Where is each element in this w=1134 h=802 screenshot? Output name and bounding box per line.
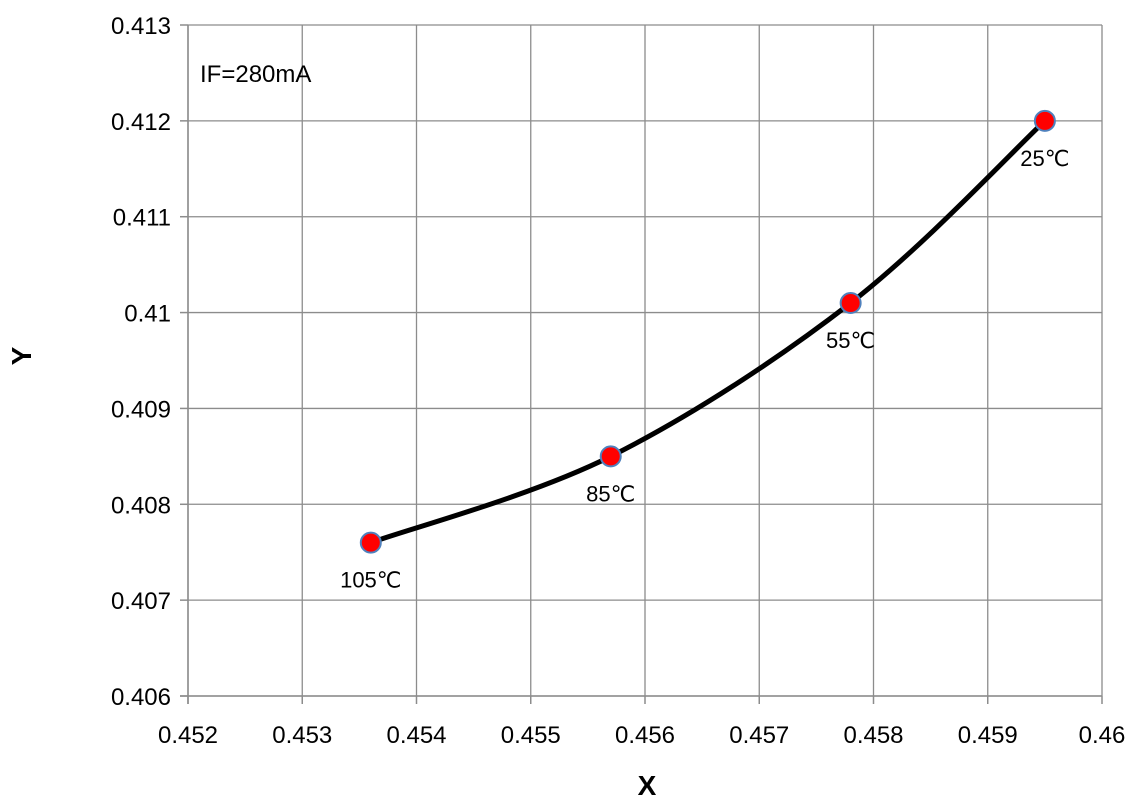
data-point-label: 25℃ bbox=[1020, 146, 1069, 171]
grid bbox=[187, 24, 1103, 697]
x-tick-label: 0.453 bbox=[272, 722, 332, 749]
x-tick-label: 0.458 bbox=[843, 722, 903, 749]
data-point bbox=[839, 291, 862, 314]
x-tick-label: 0.452 bbox=[158, 722, 218, 749]
data-point bbox=[599, 445, 622, 468]
x-tick-label: 0.455 bbox=[501, 722, 561, 749]
series bbox=[359, 109, 1056, 554]
tick-labels: 0.452 0.453 0.454 0.455 0.456 0.457 0.458 0.459… bbox=[111, 13, 1125, 749]
y-tick-label: 0.41 bbox=[124, 301, 171, 328]
y-tick-label: 0.409 bbox=[111, 396, 171, 423]
data-point bbox=[359, 531, 382, 554]
x-tick-label: 0.457 bbox=[729, 722, 789, 749]
y-tick-label: 0.406 bbox=[111, 684, 171, 711]
y-tick-label: 0.407 bbox=[111, 588, 171, 615]
y-tick-label: 0.408 bbox=[111, 492, 171, 519]
data-point-label: 105℃ bbox=[340, 568, 401, 593]
point-labels: 105℃ 85℃ 55℃ 25℃ bbox=[340, 146, 1069, 593]
series-line bbox=[368, 118, 1048, 546]
x-tick-label: 0.456 bbox=[615, 722, 675, 749]
x-tick-label: 0.46 bbox=[1079, 722, 1126, 749]
x-tick-label: 0.454 bbox=[386, 722, 446, 749]
data-point bbox=[1033, 109, 1056, 132]
data-point-label: 85℃ bbox=[586, 481, 635, 506]
annotation-text: IF=280mA bbox=[200, 61, 311, 88]
data-point-label: 55℃ bbox=[826, 328, 875, 353]
y-tick-label: 0.411 bbox=[113, 205, 171, 232]
axes bbox=[180, 24, 1103, 704]
x-axis-title: X bbox=[638, 770, 657, 801]
y-axis-title: Y bbox=[6, 346, 37, 365]
y-tick-label: 0.412 bbox=[111, 109, 171, 136]
y-tick-label: 0.413 bbox=[111, 13, 171, 40]
x-tick-label: 0.459 bbox=[958, 722, 1018, 749]
